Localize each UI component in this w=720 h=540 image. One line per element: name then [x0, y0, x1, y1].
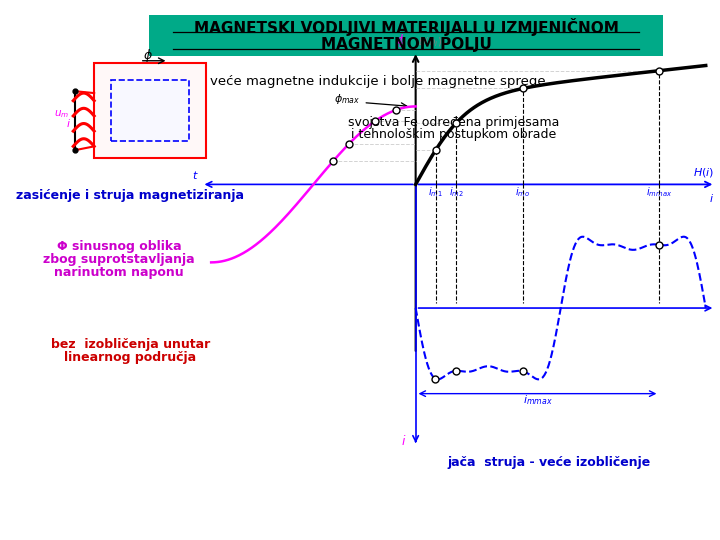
- Text: $u_m$: $u_m$: [54, 108, 69, 120]
- Bar: [112, 80, 189, 140]
- Text: $\phi$: $\phi$: [396, 32, 406, 49]
- Text: Φ sinusnog oblika: Φ sinusnog oblika: [57, 240, 181, 253]
- Text: MAGNETSKI VODLJIVI MATERIJALI U IZMJENIČNOM: MAGNETSKI VODLJIVI MATERIJALI U IZMJENIČ…: [194, 18, 618, 36]
- Text: $i_{m2}$: $i_{m2}$: [449, 185, 464, 199]
- Bar: [149, 15, 663, 56]
- Text: $i$: $i$: [709, 192, 714, 204]
- Text: $i_{mmax}$: $i_{mmax}$: [647, 185, 672, 199]
- Text: svojstva Fe određena primjesama: svojstva Fe određena primjesama: [348, 116, 559, 129]
- Text: i tehnološkim postupkom obrade: i tehnološkim postupkom obrade: [351, 129, 557, 141]
- Text: MAGNETNOM POLJU: MAGNETNOM POLJU: [320, 37, 492, 52]
- Text: linearnog područja: linearnog područja: [64, 351, 197, 364]
- Text: bez  izobličenja unutar: bez izobličenja unutar: [50, 338, 210, 350]
- Text: $H(i)$: $H(i)$: [693, 166, 714, 179]
- Text: $i_{m1}$: $i_{m1}$: [428, 185, 444, 199]
- Text: zasićenje i struja magnetiziranja: zasićenje i struja magnetiziranja: [17, 190, 244, 202]
- Text: $i_{mmax}$: $i_{mmax}$: [523, 393, 552, 407]
- Text: $\phi_{max}$: $\phi_{max}$: [334, 92, 361, 106]
- Text: narinutom naponu: narinutom naponu: [54, 266, 184, 279]
- Text: $i$: $i$: [401, 434, 406, 448]
- Text: $t$: $t$: [192, 168, 199, 181]
- Text: jača  struja - veće izobličenje: jača struja - veće izobličenje: [447, 456, 650, 469]
- Text: $i_{mo}$: $i_{mo}$: [516, 185, 531, 199]
- Text: $i$: $i$: [66, 117, 71, 130]
- Text: $B(\phi_i)$: $B(\phi_i)$: [418, 35, 443, 49]
- Text: $\phi$: $\phi$: [143, 47, 153, 64]
- Bar: [94, 63, 207, 158]
- Text: veće magnetne indukcije i bolje magnetne sprege: veće magnetne indukcije i bolje magnetne…: [210, 75, 546, 88]
- Text: zbog suprotstavljanja: zbog suprotstavljanja: [43, 253, 194, 266]
